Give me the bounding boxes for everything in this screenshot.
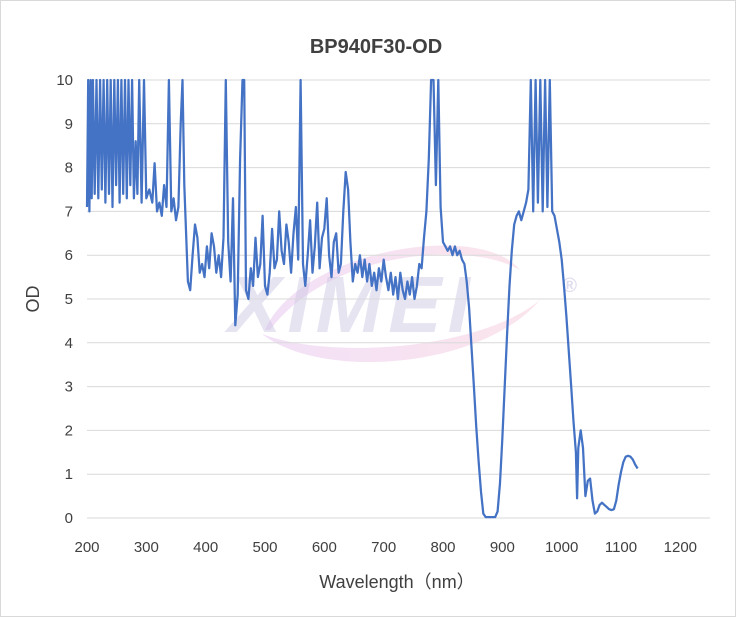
y-tick-label: 4: [65, 335, 73, 352]
series-group: [85, 78, 639, 519]
x-tick-label: 400: [193, 539, 218, 556]
watermark-registered-mark: ®: [562, 275, 577, 297]
y-tick-label: 3: [65, 379, 73, 396]
x-tick-label: 900: [490, 539, 515, 556]
y-tick-label: 10: [56, 72, 73, 89]
x-tick-label: 500: [252, 539, 277, 556]
x-tick-label: 1100: [605, 539, 637, 556]
y-tick-labels: 0 1 2 3 4 5 6 7 8 9 10: [56, 72, 73, 527]
y-tick-label: 1: [65, 466, 73, 483]
x-tick-labels: 200 300 400 500 600 700 800 900 1000 1100 1200: [74, 539, 697, 556]
y-tick-label: 9: [65, 116, 73, 133]
watermark-swoosh: [265, 245, 520, 330]
x-tick-label: 1000: [545, 539, 578, 556]
y-tick-label: 0: [65, 510, 73, 527]
watermark-text: XIMEI: [224, 260, 476, 349]
y-tick-label: 5: [65, 291, 73, 308]
x-tick-label: 1200: [664, 539, 697, 556]
watermark-swoosh-lower: [262, 300, 540, 363]
y-tick-label: 8: [65, 160, 73, 177]
series-line-0: [85, 78, 639, 519]
x-axis-label: Wavelength（nm）: [319, 572, 474, 592]
x-tick-label: 200: [74, 539, 99, 556]
x-tick-label: 300: [134, 539, 159, 556]
gridlines: [87, 79, 710, 519]
chart-title: BP940F30-OD: [310, 36, 442, 58]
y-axis-label: OD: [23, 285, 43, 312]
y-tick-label: 7: [65, 203, 73, 220]
y-tick-label: 2: [65, 422, 73, 439]
x-tick-label: 700: [371, 539, 396, 556]
y-tick-label: 6: [65, 247, 73, 264]
x-tick-label: 800: [430, 539, 455, 556]
x-tick-label: 600: [312, 539, 337, 556]
